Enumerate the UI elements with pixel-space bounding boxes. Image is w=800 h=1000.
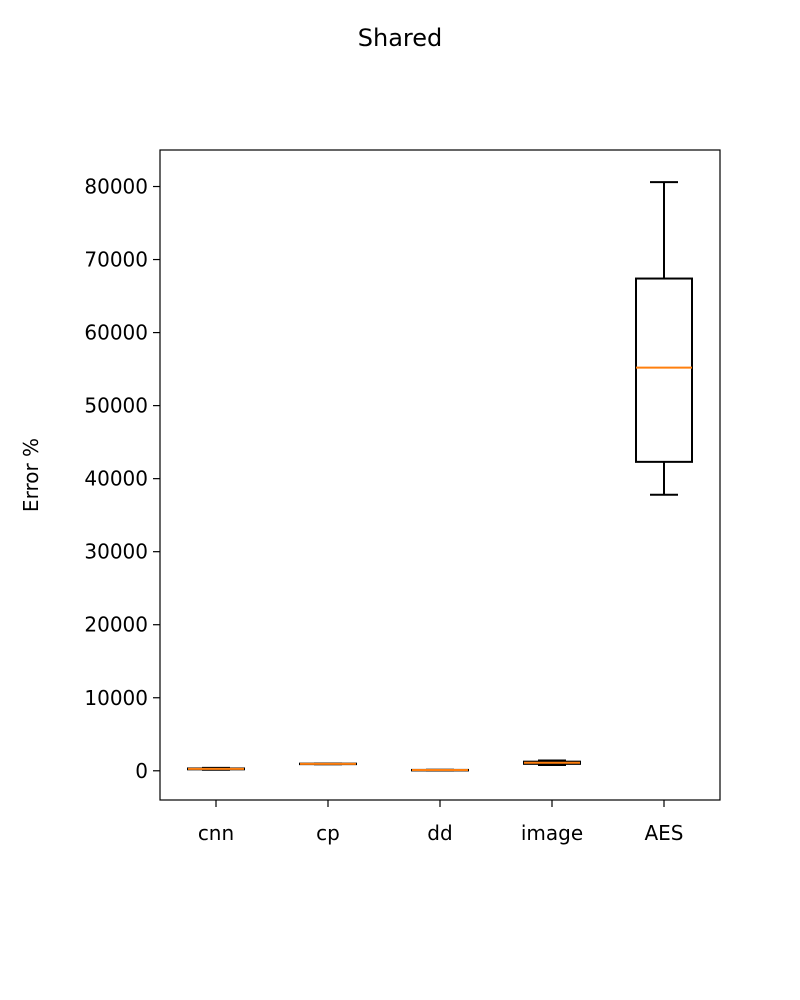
y-tick-label: 60000: [84, 321, 148, 345]
y-axis-ticks: 0 10000 20000 30000 40000 50000 60000 70000 8000…: [84, 175, 160, 783]
x-tick-label: cp: [316, 821, 340, 845]
box-dd: [411, 768, 469, 772]
box-cp: [299, 762, 357, 766]
x-tick-label: cnn: [198, 821, 234, 845]
y-tick-label: 50000: [84, 394, 148, 418]
box-plot-series: [187, 181, 693, 772]
box-AES: [635, 181, 693, 496]
x-axis-ticks: cnn cp dd image AES: [198, 800, 684, 845]
y-tick-label: 70000: [84, 248, 148, 272]
y-axis-label: Error %: [19, 438, 43, 512]
box-image: [523, 759, 581, 766]
y-tick-label: 20000: [84, 613, 148, 637]
y-tick-label: 10000: [84, 686, 148, 710]
y-tick-label: 40000: [84, 467, 148, 491]
y-tick-label: 0: [135, 759, 148, 783]
x-tick-label: dd: [427, 821, 452, 845]
y-tick-label: 80000: [84, 175, 148, 199]
x-tick-label: AES: [644, 821, 683, 845]
box-iqr: [635, 277, 693, 463]
plot-area-frame: [159, 149, 721, 801]
y-tick-label: 30000: [84, 540, 148, 564]
chart-title: Shared: [358, 24, 443, 52]
box-cnn: [187, 766, 245, 771]
x-tick-label: image: [521, 821, 583, 845]
